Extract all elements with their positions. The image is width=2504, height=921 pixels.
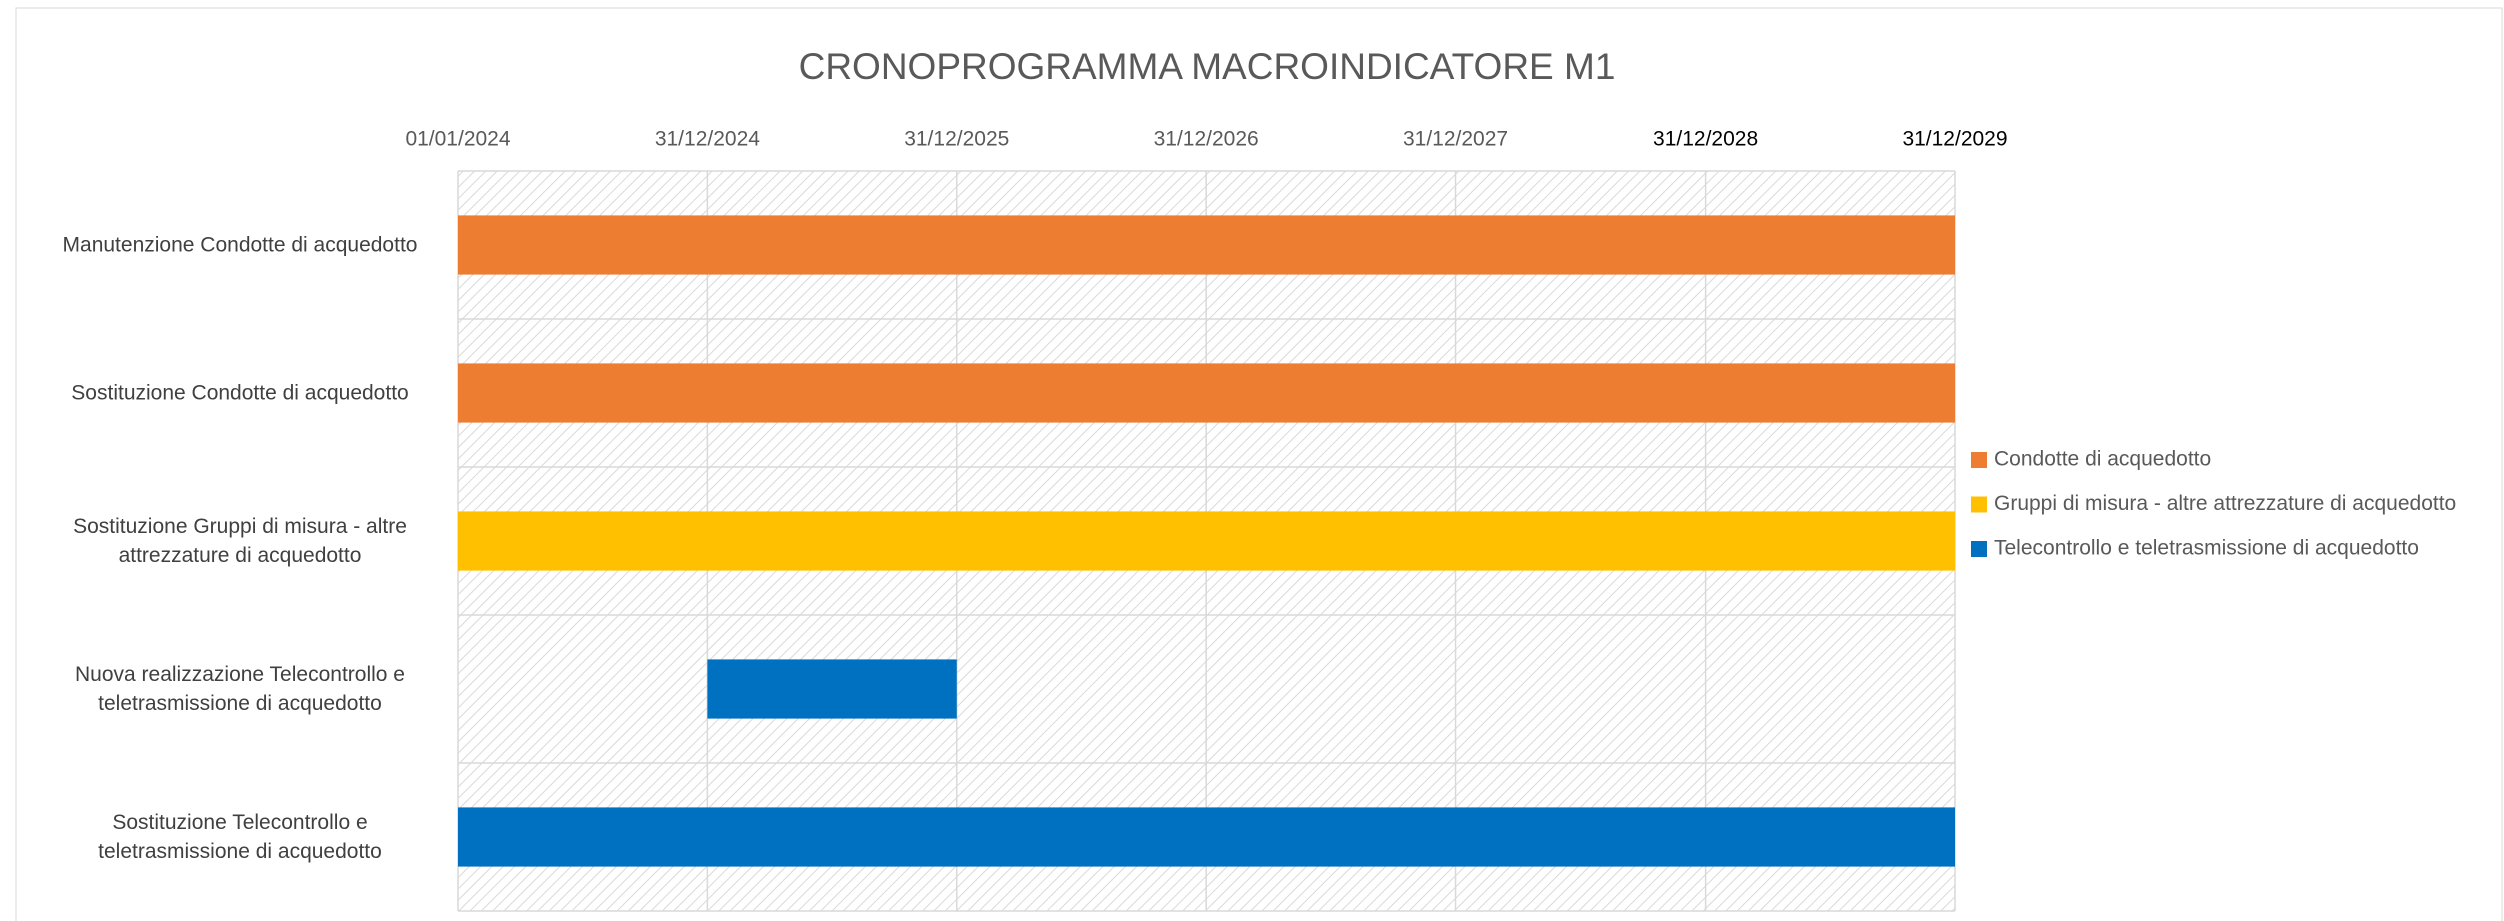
x-tick-label: 31/12/2029 xyxy=(1902,128,2007,151)
legend-swatch xyxy=(1971,496,1987,513)
legend-swatch xyxy=(1971,541,1987,557)
legend-label: Telecontrollo e teletrasmissione di acqu… xyxy=(1994,537,2419,560)
category-label: Manutenzione Condotte di acquedotto xyxy=(62,233,418,257)
legend-swatch xyxy=(1971,452,1987,468)
x-tick-label: 31/12/2028 xyxy=(1653,128,1758,151)
category-label: Sostituzione Gruppi di misura - altre at… xyxy=(73,515,407,567)
chart-title: CRONOPROGRAMMA MACROINDICATORE M1 xyxy=(799,46,1616,87)
legend-label: Condotte di acquedotto xyxy=(1994,448,2211,471)
category-label: Nuova realizzazione Telecontrollo e tele… xyxy=(75,663,405,715)
category-label: Sostituzione Condotte di acquedotto xyxy=(71,381,409,405)
bar xyxy=(458,363,1955,423)
bar xyxy=(458,807,1955,867)
x-tick-label: 31/12/2026 xyxy=(1154,128,1259,151)
bar xyxy=(458,215,1955,275)
legend-label: Gruppi di misura - altre attrezzature di… xyxy=(1994,492,2456,515)
chart-frame xyxy=(15,7,2503,921)
x-tick-label: 31/12/2027 xyxy=(1403,128,1508,151)
x-tick-label: 01/01/2024 xyxy=(405,128,510,151)
x-tick-label: 31/12/2024 xyxy=(655,128,760,151)
bar xyxy=(707,659,957,719)
bar xyxy=(458,511,1955,571)
x-tick-label: 31/12/2025 xyxy=(904,128,1009,151)
category-label: Sostituzione Telecontrollo e teletrasmis… xyxy=(98,811,382,863)
